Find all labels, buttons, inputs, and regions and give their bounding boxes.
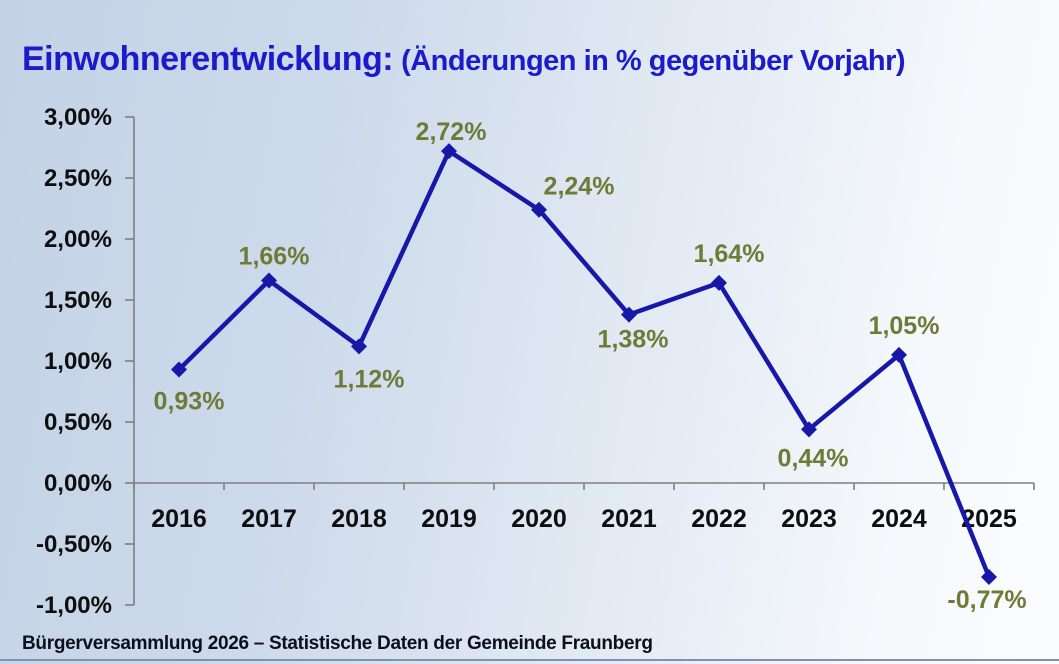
- page-title-subtitle: (Änderungen in % gegenüber Vorjahr): [401, 45, 906, 77]
- bottom-rule-divider: [0, 659, 1059, 661]
- x-axis-year-label: 2021: [601, 505, 657, 533]
- data-point-label: 1,64%: [694, 240, 765, 268]
- x-axis-year-label: 2018: [331, 505, 387, 533]
- data-point-label: 1,12%: [334, 365, 405, 393]
- data-point-marker: [711, 274, 727, 291]
- y-tick-label: -0,50%: [36, 531, 112, 558]
- y-tick-label: 1,50%: [44, 287, 112, 314]
- x-axis-year-label: 2016: [151, 505, 207, 533]
- data-point-marker: [891, 346, 907, 363]
- x-axis-year-label: 2019: [421, 505, 477, 533]
- data-point-label: 0,44%: [778, 444, 849, 472]
- page-title-main: Einwohnerentwicklung:: [22, 40, 394, 78]
- data-point-marker: [531, 201, 547, 218]
- x-axis-year-label: 2023: [781, 505, 837, 533]
- data-point-marker: [441, 143, 457, 160]
- data-point-marker: [621, 306, 637, 323]
- data-line: [176, 148, 992, 580]
- y-tick-label: 2,00%: [44, 226, 112, 253]
- data-point-label: 0,93%: [154, 388, 225, 416]
- y-tick-label: 0,00%: [44, 470, 112, 497]
- data-point-marker: [351, 338, 367, 355]
- data-point-marker: [981, 568, 997, 585]
- y-tick-label: -1,00%: [36, 592, 112, 619]
- y-tick-label: 2,50%: [44, 165, 112, 192]
- page-title: Einwohnerentwicklung: (Änderungen in % ge…: [22, 40, 906, 79]
- x-axis-year-label: 2017: [241, 505, 297, 533]
- footer-caption: Bürgerversammlung 2026 – Statistische Da…: [22, 633, 653, 654]
- x-axis-year-label: 2020: [511, 505, 567, 533]
- data-point-label: -0,77%: [947, 586, 1026, 614]
- data-point-label: 2,72%: [416, 118, 487, 146]
- y-tick-label: 3,00%: [44, 104, 112, 131]
- x-axis-year-label: 2022: [691, 505, 747, 533]
- data-point-marker: [801, 421, 817, 438]
- data-point-marker: [171, 361, 187, 378]
- data-point-label: 2,24%: [544, 173, 615, 201]
- data-point-label: 1,05%: [869, 312, 940, 340]
- data-point-label: 1,38%: [598, 326, 669, 354]
- y-tick-label: 1,00%: [44, 348, 112, 375]
- data-point-marker: [261, 272, 277, 289]
- x-axis-year-label: 2024: [871, 505, 927, 533]
- data-point-label: 1,66%: [239, 242, 310, 270]
- y-tick-label: 0,50%: [44, 409, 112, 436]
